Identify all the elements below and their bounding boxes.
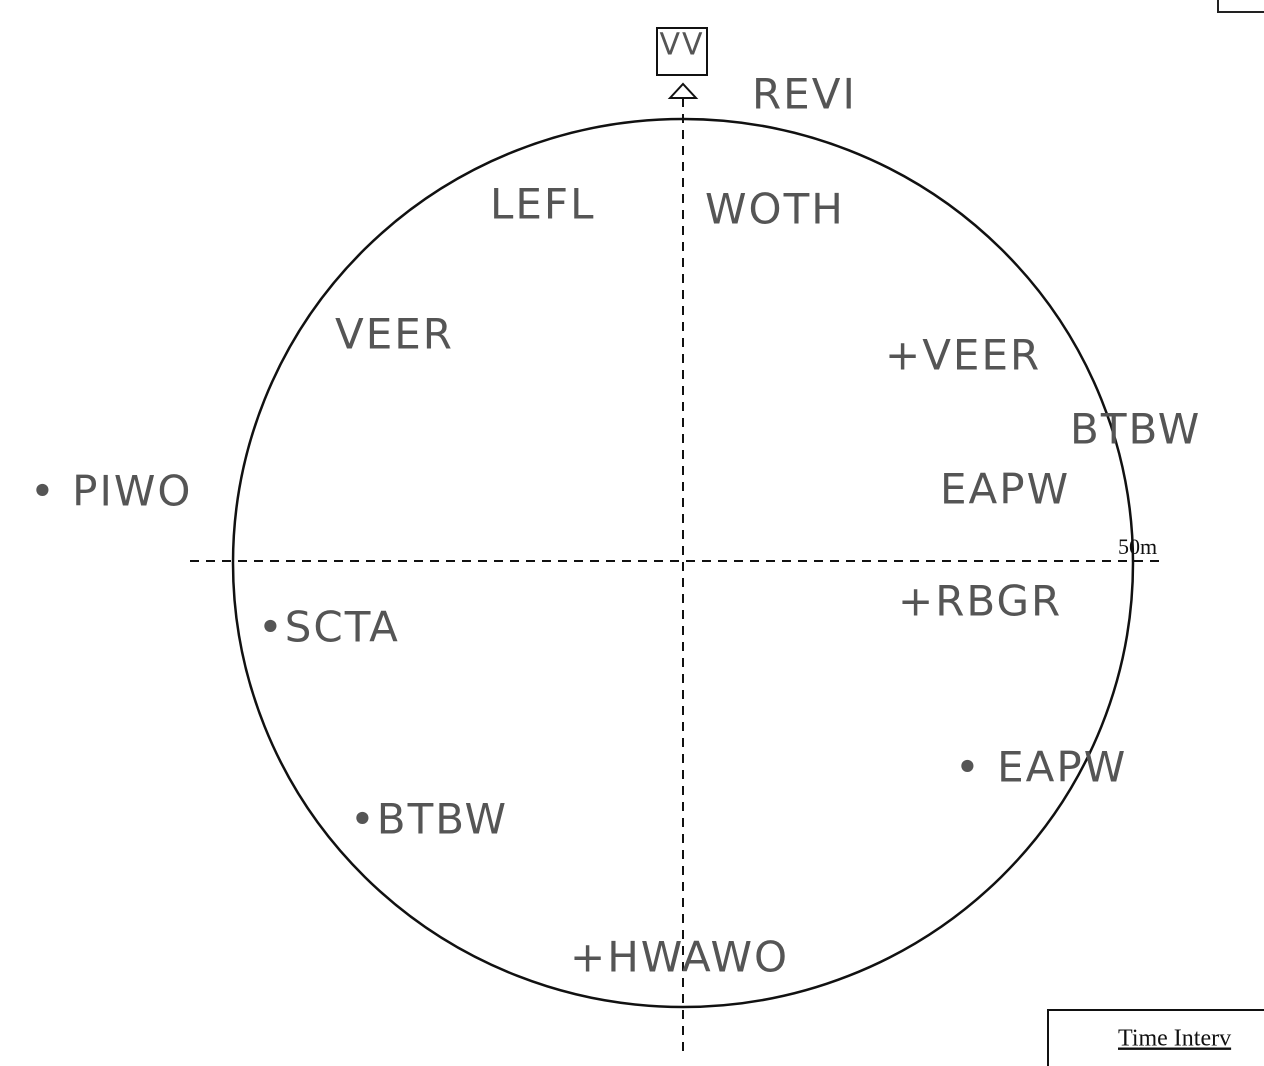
bird-label: +RBGR [898, 577, 1062, 626]
time-interval-box [1047, 1009, 1264, 1066]
bird-label: VEER [335, 310, 454, 359]
bird-label: WOTH [705, 185, 845, 234]
north-arrow [667, 82, 699, 99]
bird-label: +HWAWO [570, 933, 789, 982]
north-marker: VV [659, 28, 704, 63]
north-box [656, 27, 708, 76]
bird-label: BTBW [1070, 405, 1201, 454]
bird-label: • PIWO [30, 467, 192, 516]
bird-label: +VEER [885, 331, 1041, 380]
bird-label: LEFL [490, 180, 596, 229]
time-interval-label: Time Interv [1118, 1026, 1231, 1052]
bird-label: EAPW [940, 465, 1070, 514]
bird-label: •SCTA [258, 603, 400, 652]
scale-label: 50m [1118, 534, 1157, 559]
bird-label: •BTBW [350, 795, 508, 844]
bird-label: REVI [752, 70, 857, 119]
bird-label: • EAPW [955, 743, 1127, 792]
corner-box [1217, 0, 1264, 13]
